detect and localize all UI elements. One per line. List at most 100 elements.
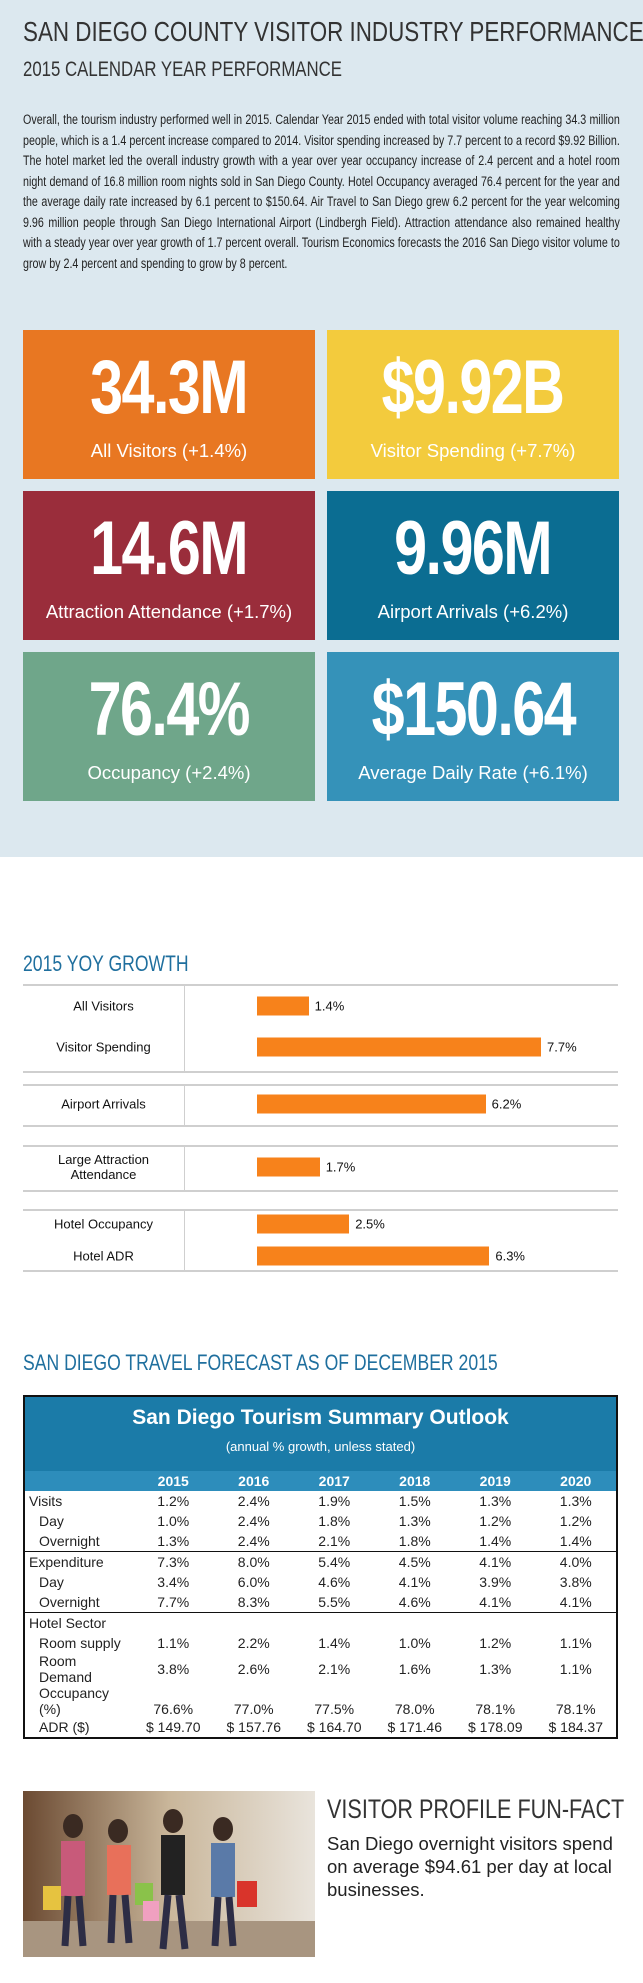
section-row: Hotel Sector xyxy=(25,1612,616,1634)
page-subtitle-text: 2015 CALENDAR YEAR PERFORMANCE xyxy=(23,58,342,81)
cell: 1.2% xyxy=(559,1513,592,1529)
category-label: Visitor Spending xyxy=(56,1039,151,1055)
kpi-label: All Visitors (+1.4%) xyxy=(90,440,248,461)
forecast-table: San Diego Tourism Summary Outlook (annua… xyxy=(23,1395,618,1739)
kpi-tile: 14.6M Attraction Attendance (+1.7%) xyxy=(23,491,315,640)
cell: $ 164.70 xyxy=(307,1719,362,1735)
divider xyxy=(184,1211,185,1270)
forecast-heading-text: SAN DIEGO TRAVEL FORECAST AS OF DECEMBER… xyxy=(23,1350,498,1375)
row-label: ADR ($) xyxy=(39,1719,90,1735)
cell: 1.0% xyxy=(157,1513,190,1529)
kpi-value: $150.64 xyxy=(327,666,619,753)
table-body: 2015 2016 2017 2018 2019 2020 Visits 1.2% 2.4% 1.… xyxy=(25,1471,616,1737)
kpi-value-text: 14.6M xyxy=(90,506,250,591)
cell: 3.9% xyxy=(479,1574,512,1590)
cell: 2.1% xyxy=(318,1533,351,1549)
corner xyxy=(25,1471,133,1491)
value-label: 1.7% xyxy=(325,1159,356,1175)
value-label: 6.2% xyxy=(491,1096,522,1112)
cell: 1.5% xyxy=(398,1493,431,1509)
year-row: 2015 2016 2017 2018 2019 2020 xyxy=(25,1471,616,1491)
group-box xyxy=(23,984,618,1073)
data-row: Overnight 7.7% 8.3% 5.5% 4.6% 4.1% 4.1% xyxy=(25,1592,616,1613)
data-row: Day 3.4% 6.0% 4.6% 4.1% 3.9% 3.8% xyxy=(25,1572,616,1592)
cell: 4.6% xyxy=(398,1594,431,1610)
bar xyxy=(257,1094,486,1114)
cell: 2.4% xyxy=(237,1513,270,1529)
cell: 8.0% xyxy=(237,1554,270,1570)
divider xyxy=(184,1086,185,1125)
row-label: Room Demand xyxy=(39,1653,92,1685)
group-box xyxy=(23,1084,618,1127)
category-label: Large Attraction Attendance xyxy=(57,1152,150,1182)
data-row: Day 1.0% 2.4% 1.8% 1.3% 1.2% 1.2% xyxy=(25,1511,616,1531)
cell: $ 171.46 xyxy=(387,1719,443,1735)
kpi-value-text: 9.96M xyxy=(394,506,554,591)
section-label: Visits xyxy=(29,1493,63,1509)
kpi-tile: 34.3M All Visitors (+1.4%) xyxy=(23,330,315,479)
kpi-label: Average Daily Rate (+6.1%) xyxy=(358,762,588,783)
group-box xyxy=(23,1145,618,1192)
kpi-tile: $9.92B Visitor Spending (+7.7%) xyxy=(327,330,619,479)
bar xyxy=(257,996,309,1016)
bar xyxy=(257,1157,320,1177)
page-title: SAN DIEGO COUNTY VISITOR INDUSTRY PERFOR… xyxy=(23,16,643,48)
cell: 1.1% xyxy=(559,1661,592,1677)
kpi-value: 34.3M xyxy=(23,344,315,431)
cell: 1.2% xyxy=(157,1493,190,1509)
kpi-label: Occupancy (+2.4%) xyxy=(87,762,251,783)
funfact-text: San Diego overnight visitors spend on av… xyxy=(327,1833,613,1900)
cell: $ 184.37 xyxy=(548,1719,604,1735)
intro-text: Overall, the tourism industry performed … xyxy=(23,112,620,271)
divider xyxy=(184,1147,185,1190)
cell: 1.3% xyxy=(157,1533,190,1549)
row-label: Day xyxy=(39,1513,64,1529)
value-label: 6.3% xyxy=(495,1248,525,1264)
cell: 2.1% xyxy=(318,1661,351,1677)
category-label: Airport Arrivals xyxy=(61,1096,146,1112)
cell: 1.1% xyxy=(157,1635,190,1651)
value-label: 2.5% xyxy=(355,1216,385,1232)
cell: 1.2% xyxy=(479,1513,512,1529)
year-header: 2015 xyxy=(133,1471,214,1491)
cell: 7.7% xyxy=(157,1594,190,1610)
cell: 4.5% xyxy=(398,1554,431,1570)
table-title: San Diego Tourism Summary Outlook xyxy=(132,1406,509,1429)
cell: 2.4% xyxy=(237,1533,270,1549)
cell: 1.4% xyxy=(559,1533,592,1549)
cell: 1.1% xyxy=(559,1635,592,1651)
forecast-heading: SAN DIEGO TRAVEL FORECAST AS OF DECEMBER… xyxy=(23,1350,616,1376)
cell: 1.6% xyxy=(398,1661,431,1677)
cell: 7.3% xyxy=(157,1554,190,1570)
kpi-tile: $150.64 Average Daily Rate (+6.1%) xyxy=(327,652,619,801)
year-header: 2018 xyxy=(374,1471,455,1491)
data-row: Room Demand 3.8% 2.6% 2.1% 1.6% 1.3% 1.1% xyxy=(25,1653,616,1685)
section-label: Expenditure xyxy=(29,1554,104,1570)
category-label: All Visitors xyxy=(73,998,134,1014)
section-row: Expenditure 7.3% 8.0% 5.4% 4.5% 4.1% 4.0% xyxy=(25,1551,616,1573)
cell: 3.8% xyxy=(559,1574,592,1590)
year-header: 2017 xyxy=(294,1471,375,1491)
data-row: Overnight 1.3% 2.4% 2.1% 1.8% 1.4% 1.4% xyxy=(25,1531,616,1552)
cell: 78.1% xyxy=(475,1701,516,1717)
cell: 1.3% xyxy=(559,1493,592,1509)
row-label: Room supply xyxy=(39,1635,121,1651)
cell: 5.4% xyxy=(318,1554,351,1570)
funfact-title-text: VISITOR PROFILE FUN-FACT xyxy=(327,1794,625,1824)
cell: 77.0% xyxy=(233,1701,274,1717)
section-label: Hotel Sector xyxy=(29,1615,107,1631)
cell: 1.3% xyxy=(479,1661,512,1677)
value-label: 7.7% xyxy=(547,1039,577,1055)
kpi-value: 14.6M xyxy=(23,505,315,592)
row-label: Day xyxy=(39,1574,64,1590)
row-label: Occupancy (%) xyxy=(39,1685,110,1717)
cell: 3.4% xyxy=(157,1574,190,1590)
cell: 4.1% xyxy=(479,1554,512,1570)
section-row: Visits 1.2% 2.4% 1.9% 1.5% 1.3% 1.3% xyxy=(25,1491,616,1511)
table-subtitle: (annual % growth, unless stated) xyxy=(225,1439,416,1454)
kpi-label: Airport Arrivals (+6.2%) xyxy=(377,601,569,622)
cell: 6.0% xyxy=(237,1574,270,1590)
cell: 77.5% xyxy=(314,1701,355,1717)
cell: 1.3% xyxy=(398,1513,431,1529)
